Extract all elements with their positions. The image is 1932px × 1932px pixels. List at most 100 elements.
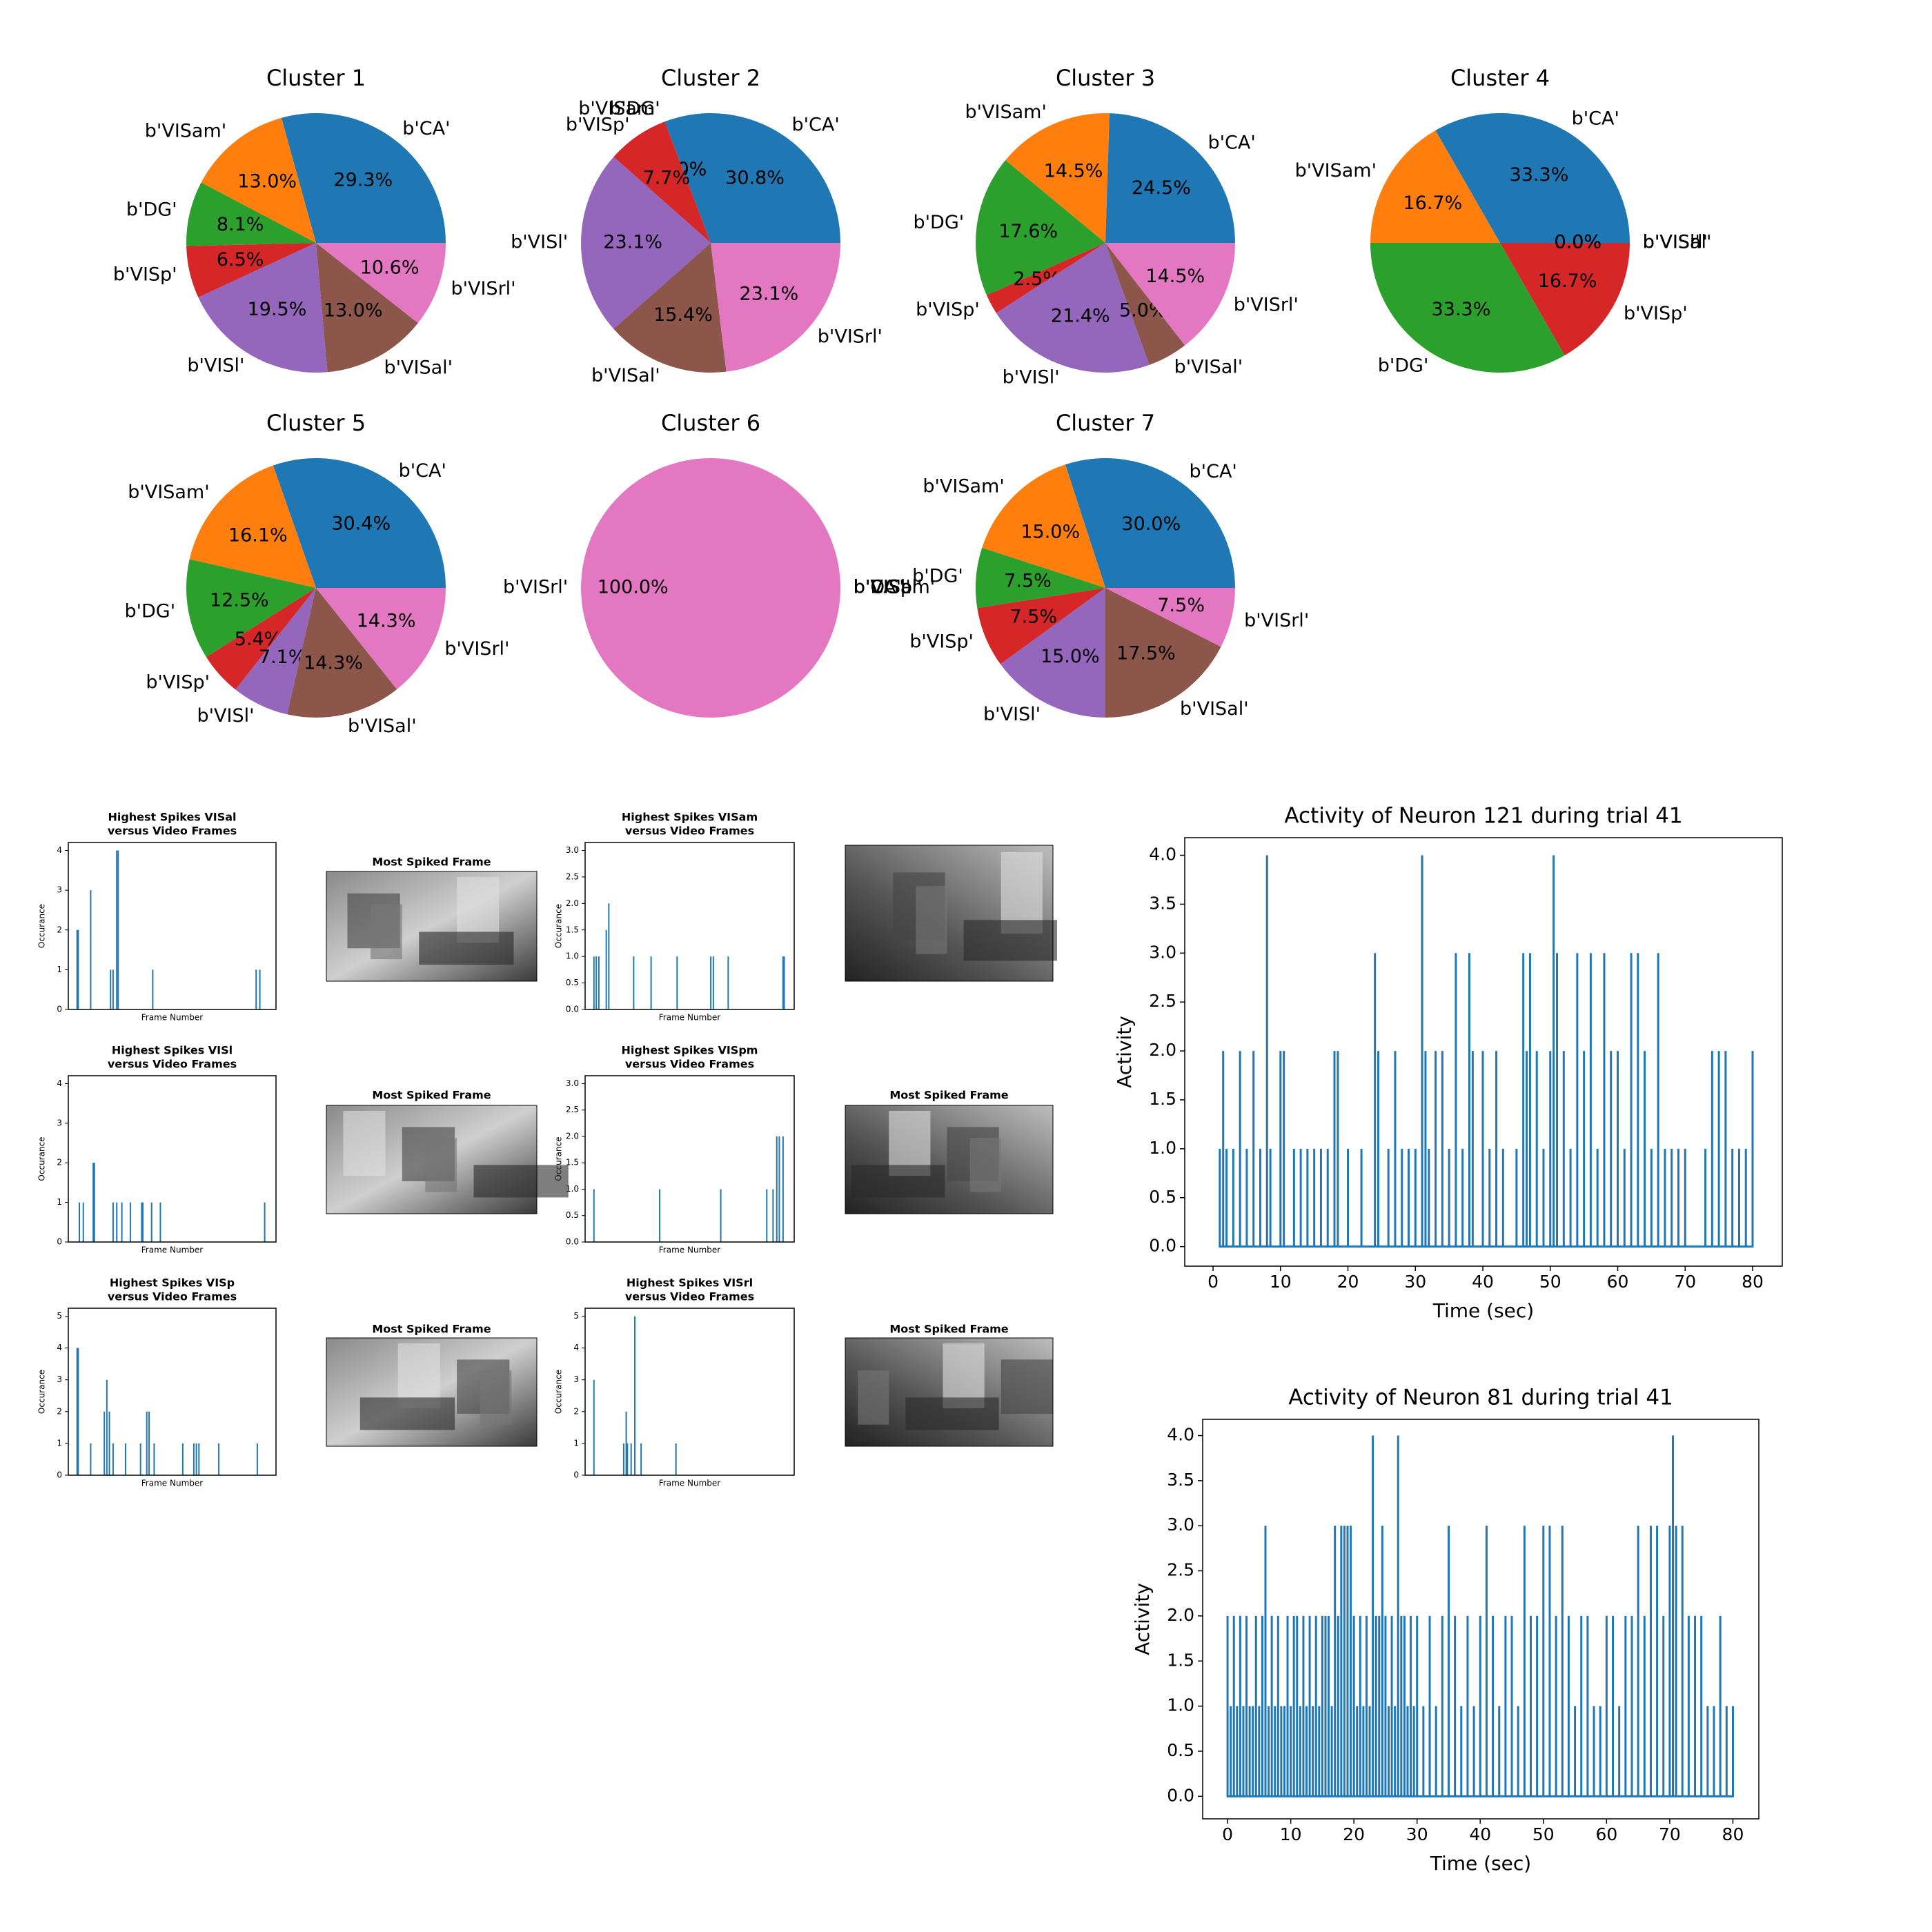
- pie-percent: 7.5%: [1009, 607, 1057, 628]
- y-tick-label: 4.0: [1167, 1425, 1194, 1445]
- y-tick-label: 5: [573, 1311, 579, 1321]
- x-axis-label: Frame Number: [141, 1479, 203, 1488]
- frame-detail: [851, 1165, 945, 1198]
- y-tick-label: 2.0: [1149, 1040, 1176, 1060]
- y-tick-label: 2: [57, 1406, 62, 1416]
- pie-slice: [206, 588, 316, 690]
- y-axis-label: Occurance: [554, 1370, 564, 1414]
- bar: [776, 1136, 778, 1242]
- pie-percent: 14.3%: [357, 610, 416, 631]
- pie-label: b'DG': [126, 199, 177, 220]
- frame-detail: [371, 904, 402, 960]
- pie-slice: [711, 243, 840, 372]
- y-tick-label: 2.0: [1167, 1605, 1194, 1625]
- bar: [112, 1443, 114, 1475]
- pie-title: Cluster 4: [1450, 65, 1550, 91]
- pie-label: b'VISp': [1624, 303, 1688, 324]
- bar: [633, 956, 635, 1009]
- pie-percent: 15.4%: [653, 304, 713, 326]
- axes-frame: [584, 1308, 795, 1476]
- pie-title: Cluster 6: [661, 410, 760, 436]
- y-tick-label: 1: [57, 1438, 62, 1448]
- pie-slice: [1500, 243, 1630, 356]
- pie-percent: 23.1%: [740, 283, 799, 304]
- bar: [116, 850, 118, 1009]
- bar: [727, 956, 729, 1009]
- chart-title: versus Video Frames: [108, 825, 237, 838]
- y-tick-label: 3: [57, 885, 62, 895]
- frame-detail: [963, 920, 1058, 961]
- pie-slice: [1105, 243, 1185, 365]
- pie-label: b'VISl': [511, 232, 568, 253]
- y-axis-label: Occurance: [37, 904, 47, 948]
- x-axis-label: Frame Number: [659, 1013, 720, 1023]
- pie-percent: 21.4%: [1051, 305, 1110, 326]
- y-axis-label: Activity: [1131, 1583, 1154, 1655]
- bar: [198, 1443, 200, 1475]
- chart-title: Highest Spikes VISam: [622, 811, 758, 824]
- pie-chart: Cluster 6b'CA'0.0%b'VISam'0.0%b'DG'0.0%b…: [503, 410, 935, 718]
- pie-percent: 7.5%: [1157, 595, 1205, 616]
- pie-label: b'VISam': [145, 121, 226, 142]
- chart-title: Highest Spikes VISrl: [627, 1276, 753, 1290]
- x-tick-label: 60: [1607, 1272, 1629, 1292]
- pie-label: b'VISal': [348, 716, 417, 737]
- pie-chart: Cluster 5 b'CA' 30.4% b'VISam' 16.1% b'DG' 12.…: [124, 410, 509, 737]
- pie-percent: 16.1%: [228, 524, 288, 546]
- bar: [77, 1348, 79, 1475]
- bar: [129, 1202, 131, 1242]
- pie-slice: [1065, 458, 1235, 588]
- y-tick-label: 0.5: [1167, 1740, 1194, 1760]
- bar: [625, 1411, 627, 1475]
- activity-line: [1226, 1435, 1734, 1797]
- frame-detail: [343, 1110, 386, 1176]
- pie-percent: 12.5%: [210, 590, 269, 611]
- pie-label: b'DG': [913, 212, 964, 233]
- x-tick-label: 70: [1659, 1824, 1681, 1844]
- y-tick-label: 3.0: [1149, 942, 1176, 962]
- pie-label: b'VISl': [983, 704, 1041, 725]
- axes-frame: [584, 842, 795, 1010]
- pie-slice: [201, 117, 316, 243]
- bar: [82, 1202, 84, 1242]
- y-tick-label: 0.5: [1149, 1187, 1176, 1207]
- frame-border: [326, 1337, 538, 1447]
- bar: [766, 1189, 768, 1242]
- bar: [627, 1443, 629, 1475]
- pie-slice: [316, 243, 418, 373]
- pie-label: b'CA': [854, 577, 901, 598]
- pie-label: b'VISal': [591, 365, 660, 386]
- pie-percent: 17.6%: [998, 221, 1058, 242]
- pie-percent: 10.6%: [360, 257, 420, 278]
- y-tick-label: 2.5: [1149, 991, 1176, 1011]
- y-tick-label: 2.0: [566, 1131, 579, 1141]
- bar: [124, 1443, 126, 1475]
- pie-title: Cluster 1: [266, 65, 366, 91]
- y-tick-label: 2: [57, 1158, 62, 1167]
- pie-percent: 0.0%: [1554, 232, 1601, 253]
- bar: [141, 1202, 143, 1242]
- y-tick-label: 5: [57, 1311, 62, 1321]
- bar: [146, 1411, 148, 1475]
- pie-label: b'VISrl': [1643, 232, 1708, 253]
- frame-title: Most Spiked Frame: [372, 856, 491, 869]
- pie-slice: [1105, 113, 1235, 243]
- y-tick-label: 3.5: [1167, 1470, 1194, 1490]
- bar: [181, 1443, 184, 1475]
- bar: [110, 969, 112, 1009]
- bar: [150, 1202, 152, 1242]
- y-tick-label: 0.0: [1149, 1236, 1176, 1256]
- pie-label: b'VISal': [384, 357, 453, 378]
- pie-slice: [287, 588, 397, 718]
- pie-label: b'CA': [791, 114, 839, 135]
- y-tick-label: 1.0: [566, 952, 579, 961]
- bar: [778, 1136, 780, 1242]
- bar: [712, 956, 714, 1009]
- y-tick-label: 4.0: [1149, 845, 1176, 865]
- pie-label: b'VISrl': [1234, 294, 1299, 315]
- pie-percent: 33.3%: [1432, 299, 1491, 320]
- video-frame: Most Spiked Frame: [845, 1089, 1054, 1214]
- bar: [79, 1202, 81, 1242]
